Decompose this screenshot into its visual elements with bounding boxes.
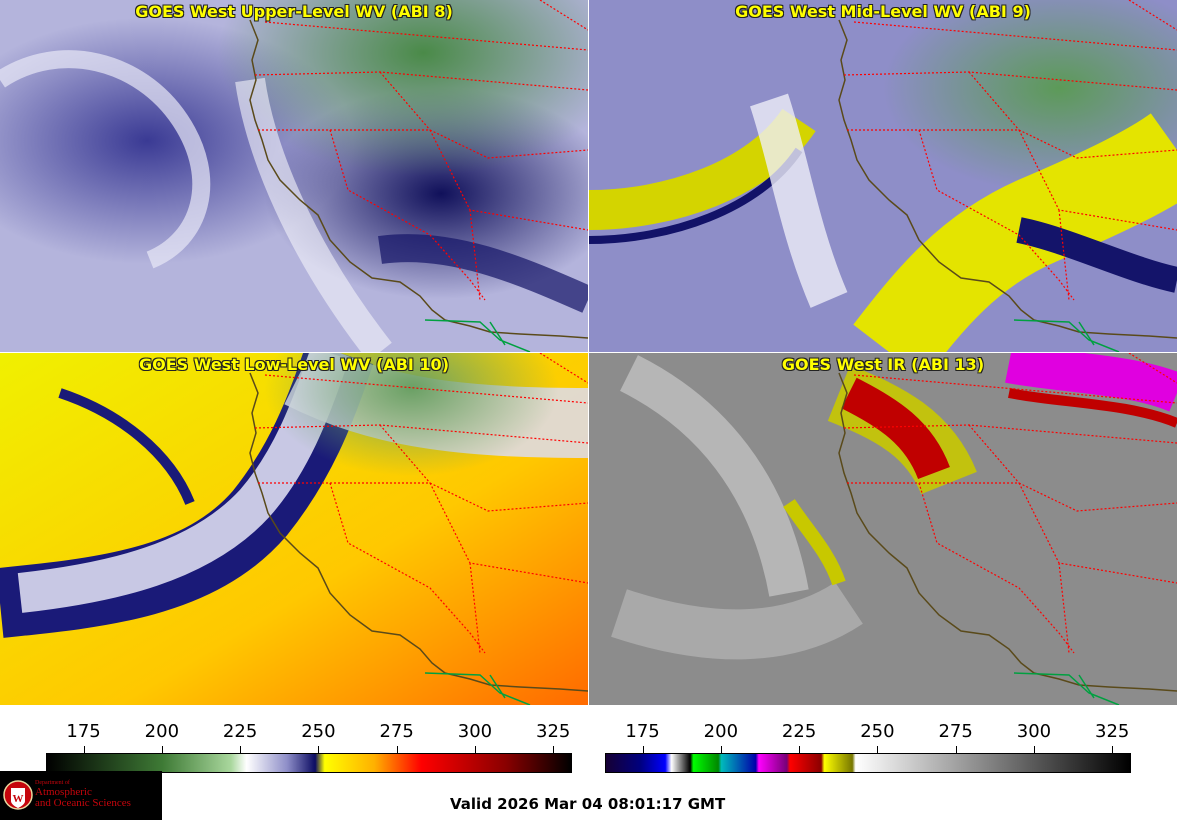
ir-tick-mark xyxy=(1033,746,1035,753)
ir-image xyxy=(589,353,1177,705)
ir-tick-mark xyxy=(877,746,879,753)
map-borders xyxy=(249,353,588,705)
wv-tick-label: 300 xyxy=(457,721,493,742)
mexico-coastline xyxy=(424,672,531,705)
wv-tick-mark xyxy=(83,746,85,753)
coastline xyxy=(838,19,1177,339)
map-borders xyxy=(249,0,588,352)
ir-tick-mark xyxy=(720,746,722,753)
ir-tick-label: 200 xyxy=(703,721,739,742)
uw-crest-icon: W xyxy=(3,780,33,810)
state-border xyxy=(918,482,1075,654)
state-border xyxy=(469,562,481,654)
ir-tick-mark xyxy=(955,746,957,753)
panel-upper-level-wv: GOES West Upper-Level WV (ABI 8) xyxy=(0,0,588,352)
logo-line-3: and Oceanic Sciences xyxy=(35,797,131,809)
state-border xyxy=(379,424,431,484)
wv-tick-mark xyxy=(318,746,320,753)
state-border xyxy=(329,482,486,654)
state-border xyxy=(968,424,1020,484)
ir-tick-mark xyxy=(642,746,644,753)
wv-tick-label: 175 xyxy=(66,721,101,742)
state-border xyxy=(539,0,588,31)
coastline xyxy=(249,372,588,692)
ir-tick-label: 325 xyxy=(1095,721,1130,742)
state-border xyxy=(918,129,1075,301)
ir-tick-label: 300 xyxy=(1016,721,1052,742)
valid-time: Valid 2026 Mar 04 08:01:17 GMT xyxy=(450,795,726,813)
logo-line-1: Department of xyxy=(35,780,70,786)
mexico-coastline xyxy=(1013,319,1120,352)
ir-gradient xyxy=(605,753,1131,773)
ir-tick-label: 225 xyxy=(781,721,817,742)
state-border xyxy=(329,129,486,301)
ir-tick-label: 175 xyxy=(625,721,660,742)
state-border xyxy=(1058,209,1070,301)
colorbar-ir: 175 200 225 250 275 300 325 xyxy=(605,705,1131,773)
wv-tick-label: 275 xyxy=(379,721,414,742)
wv-gradient xyxy=(46,753,572,773)
coastline xyxy=(249,19,588,339)
wv-tick-label: 225 xyxy=(222,721,258,742)
panel-mid-level-wv: GOES West Mid-Level WV (ABI 9) xyxy=(589,0,1177,352)
ir-tick-label: 275 xyxy=(938,721,973,742)
logo-line-2: Atmospheric xyxy=(35,786,92,798)
state-border xyxy=(1128,0,1177,31)
wv-tick-label: 250 xyxy=(301,721,336,742)
coastline xyxy=(838,372,1177,692)
wv-tick-mark xyxy=(396,746,398,753)
wv-tick-mark xyxy=(161,746,163,753)
upper-level-wv-image xyxy=(0,0,588,352)
wv-tick-mark xyxy=(240,746,242,753)
map-borders xyxy=(838,353,1177,705)
wv-tick-mark xyxy=(474,746,476,753)
panel-low-level-wv: GOES West Low-Level WV (ABI 10) xyxy=(0,353,588,705)
colorbar-wv: 175 200 225 250 275 300 325 xyxy=(46,705,572,773)
ir-tick-label: 250 xyxy=(860,721,895,742)
mexico-coastline xyxy=(1013,672,1120,705)
svg-text:W: W xyxy=(13,793,24,805)
uw-aos-logo: W Department of Atmospheric and Oceanic … xyxy=(0,771,162,820)
mexico-coastline xyxy=(424,319,531,352)
wv-tick-label: 325 xyxy=(536,721,571,742)
ir-tick-mark xyxy=(1112,746,1114,753)
state-border xyxy=(968,71,1020,131)
low-level-wv-image xyxy=(0,353,588,705)
state-border xyxy=(539,353,588,384)
mid-level-wv-image xyxy=(589,0,1177,352)
map-borders xyxy=(838,0,1177,352)
state-border xyxy=(1128,353,1177,384)
state-border xyxy=(469,209,481,301)
state-border xyxy=(1058,562,1070,654)
wv-tick-label: 200 xyxy=(144,721,180,742)
wv-tick-mark xyxy=(553,746,555,753)
ir-tick-mark xyxy=(799,746,801,753)
state-border xyxy=(379,71,431,131)
panel-ir: GOES West IR (ABI 13) xyxy=(589,353,1177,705)
